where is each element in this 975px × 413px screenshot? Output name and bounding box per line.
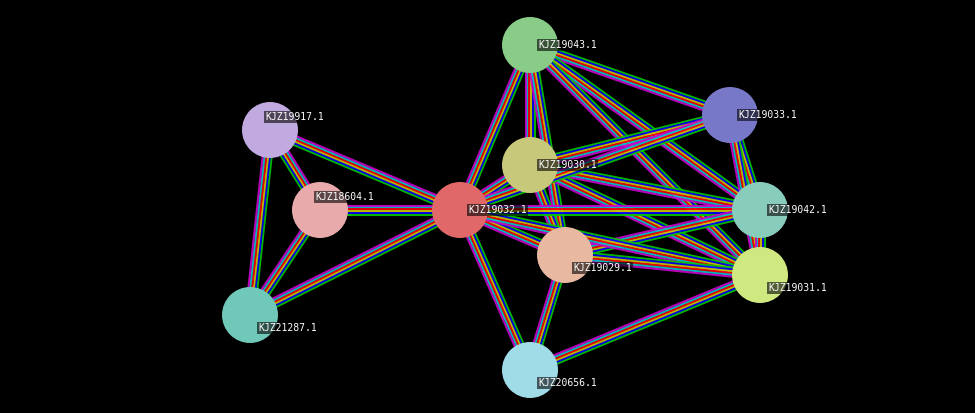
- Circle shape: [732, 182, 788, 238]
- Circle shape: [292, 182, 348, 238]
- Text: KJZ18604.1: KJZ18604.1: [315, 192, 373, 202]
- Circle shape: [502, 137, 558, 193]
- Text: KJZ19033.1: KJZ19033.1: [738, 110, 797, 120]
- Circle shape: [702, 87, 758, 143]
- Circle shape: [732, 247, 788, 303]
- Text: KJZ19032.1: KJZ19032.1: [468, 205, 526, 215]
- Circle shape: [222, 287, 278, 343]
- Text: KJZ19031.1: KJZ19031.1: [768, 283, 827, 293]
- Circle shape: [432, 182, 488, 238]
- Text: KJZ21287.1: KJZ21287.1: [258, 323, 317, 333]
- Circle shape: [242, 102, 298, 158]
- Text: KJZ19029.1: KJZ19029.1: [573, 263, 632, 273]
- Circle shape: [502, 17, 558, 73]
- Circle shape: [502, 342, 558, 398]
- Text: KJZ19042.1: KJZ19042.1: [768, 205, 827, 215]
- Text: KJZ20656.1: KJZ20656.1: [538, 378, 597, 388]
- Circle shape: [537, 227, 593, 283]
- Text: KJZ19043.1: KJZ19043.1: [538, 40, 597, 50]
- Text: KJZ19030.1: KJZ19030.1: [538, 160, 597, 170]
- Text: KJZ19917.1: KJZ19917.1: [265, 112, 324, 122]
